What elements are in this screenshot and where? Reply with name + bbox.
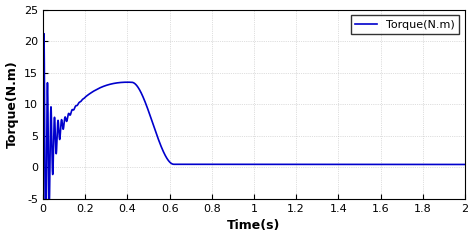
Torque(N.m) [440, 163, 446, 166]
Torque(N.m) [40, 166, 46, 169]
Line: Torque(N.m): Torque(N.m) [43, 34, 465, 238]
X-axis label: Time(s): Time(s) [228, 219, 281, 233]
Torque(N.m) [42, 196, 48, 199]
Torque(N.m) [462, 163, 468, 166]
Torque(N.m) [41, 32, 47, 35]
Torque(N.m) [123, 81, 129, 84]
Torque(N.m) [58, 127, 64, 130]
Y-axis label: Torque(N.m): Torque(N.m) [6, 60, 18, 148]
Torque(N.m) [246, 163, 252, 166]
Torque(N.m) [65, 112, 71, 115]
Legend: Torque(N.m): Torque(N.m) [351, 15, 459, 34]
